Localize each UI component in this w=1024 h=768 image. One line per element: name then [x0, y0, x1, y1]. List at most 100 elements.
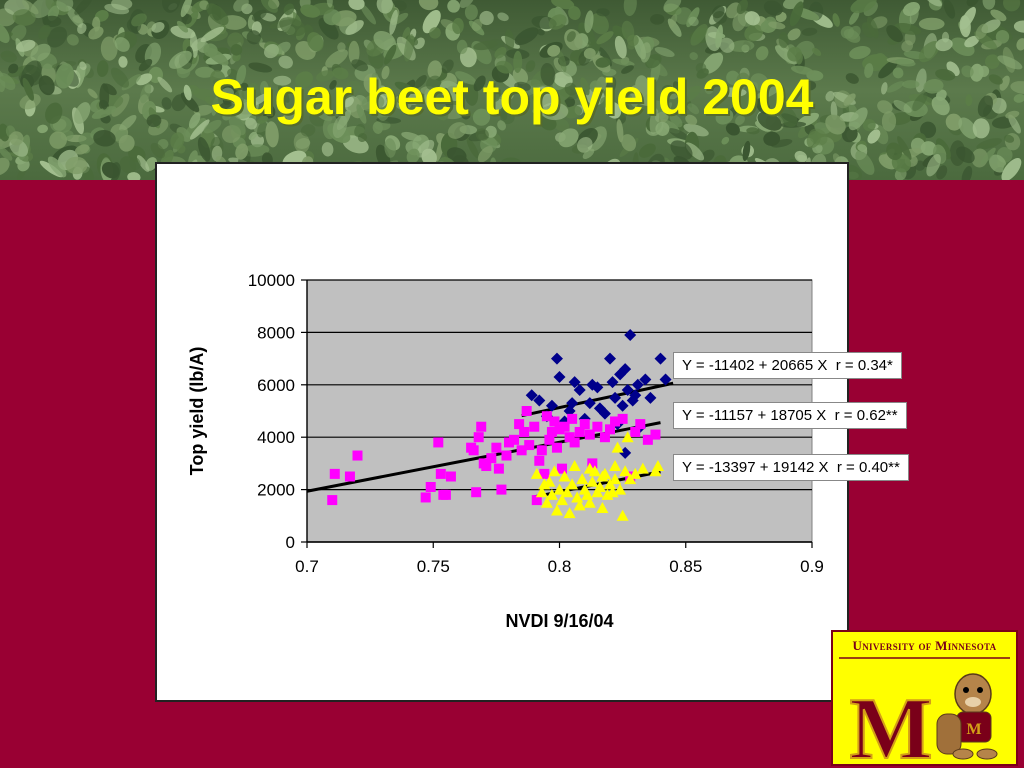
- data-point-diamond: [639, 373, 652, 386]
- y-tick-label: 0: [286, 533, 295, 552]
- data-point-square: [539, 468, 550, 479]
- data-point-diamond: [654, 352, 667, 365]
- data-point-square: [531, 495, 542, 506]
- y-tick-label: 8000: [257, 323, 295, 342]
- data-point-triangle: [573, 499, 586, 511]
- y-axis-label: Top yield (lb/A): [187, 347, 207, 476]
- data-point-square: [440, 489, 451, 500]
- data-point-triangle: [543, 475, 556, 487]
- chart-panel: 0 2000 4000 6000 8000 10000 0.7 0.75 0.8 0.85 0.9 …: [155, 162, 849, 702]
- y-tick-label: 2000: [257, 481, 295, 500]
- data-point-square: [630, 426, 641, 437]
- data-point-square: [605, 424, 615, 435]
- data-point-square: [551, 442, 562, 453]
- data-point-diamond: [591, 381, 604, 394]
- data-point-triangle: [563, 507, 576, 519]
- data-point-triangle: [568, 460, 581, 472]
- data-point-triangle: [609, 460, 622, 472]
- data-point-diamond: [644, 391, 657, 404]
- data-point-diamond: [598, 407, 611, 420]
- data-point-square: [557, 463, 568, 474]
- data-point-triangle: [586, 475, 599, 487]
- data-point-triangle: [561, 486, 574, 498]
- data-point-triangle: [596, 470, 609, 482]
- data-point-square: [554, 424, 565, 435]
- data-point-triangle: [651, 460, 664, 472]
- x-tick-label: 0.9: [800, 557, 824, 576]
- data-point-square: [352, 450, 363, 461]
- data-point-triangle: [576, 473, 589, 485]
- data-point-square: [425, 481, 436, 492]
- data-point-square: [559, 421, 570, 432]
- data-point-square: [493, 463, 504, 474]
- data-point-square: [473, 432, 484, 443]
- data-point-square: [435, 468, 446, 479]
- y-tick-label: 6000: [257, 376, 295, 395]
- x-tick-label: 0.85: [669, 557, 702, 576]
- data-point-square: [516, 445, 527, 456]
- data-point-triangle: [566, 478, 579, 490]
- data-point-square: [567, 413, 578, 424]
- data-point-triangle: [593, 480, 606, 492]
- data-point-square: [534, 455, 545, 466]
- equation-label-diamond: Y = -11402 + 20665 X r = 0.34*: [673, 352, 902, 379]
- data-point-diamond: [533, 394, 546, 407]
- data-point-triangle: [571, 491, 584, 503]
- data-point-triangle: [583, 462, 596, 474]
- data-point-square: [471, 487, 482, 498]
- data-point-diamond: [631, 378, 644, 391]
- x-axis-label: NVDI 9/16/04: [505, 611, 613, 631]
- data-point-diamond: [621, 384, 634, 397]
- data-point-square: [327, 495, 338, 506]
- data-point-square: [635, 419, 646, 430]
- data-point-triangle: [619, 465, 632, 477]
- data-point-diamond: [604, 352, 616, 365]
- data-point-square: [650, 429, 661, 440]
- data-point-diamond: [619, 446, 632, 459]
- logo-text: University of Minnesota: [852, 638, 997, 653]
- data-point-square: [496, 484, 507, 495]
- data-point-diamond: [609, 391, 622, 404]
- data-point-square: [579, 419, 590, 430]
- data-point-diamond: [573, 384, 586, 397]
- data-point-square: [524, 440, 535, 451]
- data-point-square: [433, 437, 444, 448]
- x-tick-label: 0.75: [417, 557, 450, 576]
- data-point-square: [491, 442, 502, 453]
- data-point-square: [574, 426, 585, 437]
- data-point-square: [509, 434, 520, 445]
- data-point-diamond: [553, 370, 566, 383]
- x-tick-label: 0.7: [295, 557, 319, 576]
- data-point-triangle: [611, 441, 624, 453]
- data-point-triangle: [621, 431, 634, 443]
- data-point-diamond: [550, 352, 563, 365]
- data-point-triangle: [545, 488, 558, 500]
- data-point-square: [481, 461, 492, 472]
- data-point-square: [519, 426, 530, 437]
- data-point-square: [584, 429, 595, 440]
- data-point-square: [445, 471, 456, 482]
- data-point-diamond: [568, 376, 581, 389]
- data-point-triangle: [535, 486, 548, 498]
- data-point-triangle: [636, 462, 649, 474]
- data-point-triangle: [558, 470, 571, 482]
- data-point-diamond: [619, 363, 632, 376]
- data-point-triangle: [530, 467, 543, 479]
- data-point-square: [501, 450, 512, 461]
- data-point-square: [617, 413, 628, 424]
- data-point-triangle: [540, 496, 553, 508]
- data-point-square: [329, 468, 340, 479]
- gopher-mascot-icon: M M: [839, 657, 1010, 764]
- data-point-square: [476, 421, 487, 432]
- data-point-square: [549, 416, 560, 427]
- data-point-square: [521, 406, 532, 416]
- data-point-square: [536, 445, 547, 456]
- data-point-diamond: [616, 399, 629, 412]
- data-point-square: [587, 458, 598, 469]
- data-point-diamond: [593, 402, 606, 415]
- data-point-triangle: [609, 473, 622, 485]
- data-point-square: [344, 471, 355, 482]
- data-point-square: [486, 453, 497, 464]
- data-point-diamond: [659, 373, 672, 386]
- data-point-square: [599, 432, 610, 443]
